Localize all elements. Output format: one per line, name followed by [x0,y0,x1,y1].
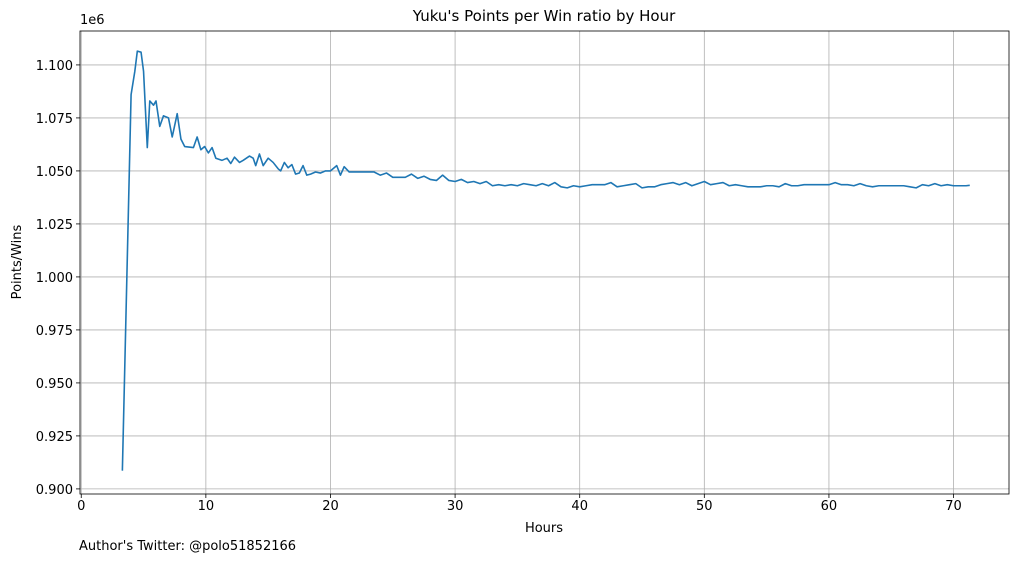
x-tick-label: 30 [447,499,464,514]
plot-frame [79,30,1010,495]
x-tick-label: 70 [945,499,962,514]
y-tick-label: 1.100 [36,59,73,74]
x-tick-label: 10 [198,499,215,514]
annotation: Author's Twitter: @polo51852166 [79,539,296,554]
y-tick-label: 0.900 [36,483,73,498]
y-tick-label: 0.975 [36,324,73,339]
x-tick-label: 0 [77,499,85,514]
x-tick-label: 60 [821,499,838,514]
y-tick-label: 1.025 [36,218,73,233]
x-tick-label: 50 [696,499,713,514]
data-line [121,50,970,471]
y-tick-label: 1.050 [36,165,73,180]
y-tick-label: 0.950 [36,377,73,392]
y-tick-label: 1.000 [36,271,73,286]
x-axis-label: Hours [525,521,563,536]
x-tick-label: 40 [571,499,588,514]
y-offset-label: 1e6 [80,13,105,28]
y-axis-label: Points/Wins [10,224,25,299]
y-tick-label: 0.925 [36,430,73,445]
y-tick-label: 1.075 [36,112,73,127]
chart-title: Yuku's Points per Win ratio by Hour [412,7,676,25]
x-tick-label: 20 [322,499,339,514]
